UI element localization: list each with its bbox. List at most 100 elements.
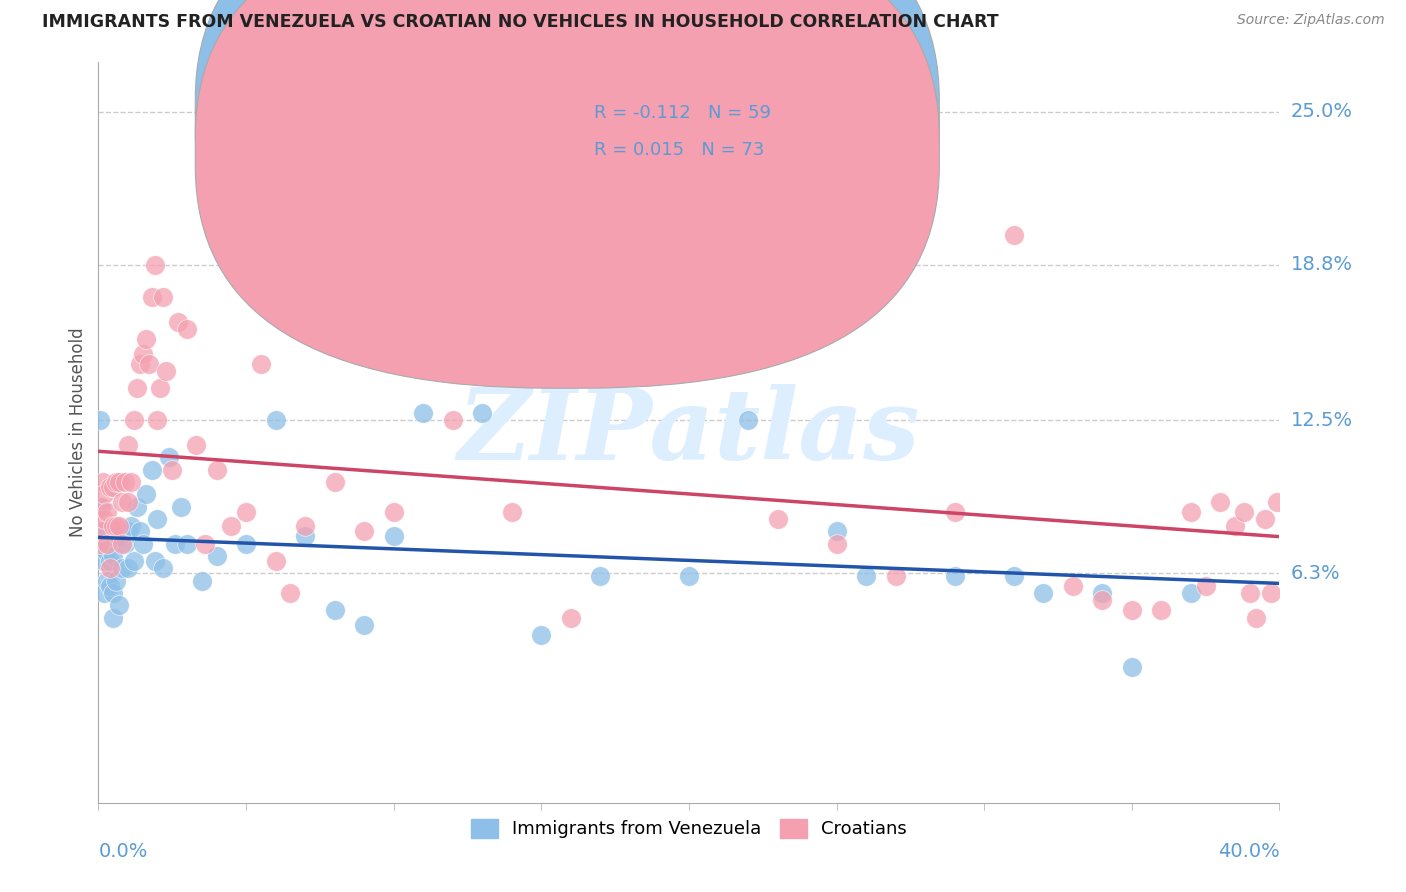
Point <box>1091 593 1114 607</box>
Point <box>90 524 112 539</box>
Text: 18.8%: 18.8% <box>1291 255 1353 275</box>
FancyBboxPatch shape <box>195 0 939 388</box>
Point <box>250 357 273 371</box>
Point <box>111 494 134 508</box>
Point <box>412 406 434 420</box>
Point <box>143 554 166 568</box>
Point <box>132 346 155 360</box>
Point <box>1180 505 1202 519</box>
Point <box>108 519 131 533</box>
Point <box>221 519 243 533</box>
Point <box>117 561 139 575</box>
Point <box>737 413 759 427</box>
Point <box>235 536 257 550</box>
Point <box>441 413 464 427</box>
Text: IMMIGRANTS FROM VENEZUELA VS CROATIAN NO VEHICLES IN HOUSEHOLD CORRELATION CHART: IMMIGRANTS FROM VENEZUELA VS CROATIAN NO… <box>42 13 998 31</box>
Point <box>1233 505 1256 519</box>
Point <box>152 561 174 575</box>
Point <box>141 290 163 304</box>
Point <box>323 475 346 489</box>
Point <box>149 381 172 395</box>
Point <box>103 480 125 494</box>
Point <box>111 524 134 539</box>
Point <box>165 536 187 550</box>
Point <box>1002 568 1025 582</box>
Text: 12.5%: 12.5% <box>1291 411 1353 430</box>
Point <box>98 554 121 568</box>
Point <box>96 524 118 539</box>
Point <box>943 505 966 519</box>
Point <box>132 536 155 550</box>
Point <box>382 529 405 543</box>
Point <box>825 524 848 539</box>
Text: R = 0.015   N = 73: R = 0.015 N = 73 <box>595 141 765 159</box>
Point <box>96 536 118 550</box>
Point <box>135 487 157 501</box>
Point <box>122 554 145 568</box>
FancyBboxPatch shape <box>530 81 825 185</box>
Point <box>176 322 198 336</box>
Point <box>105 519 128 533</box>
Point <box>353 618 375 632</box>
Text: 25.0%: 25.0% <box>1291 103 1353 121</box>
Point <box>589 568 612 582</box>
Point <box>90 536 112 550</box>
Point <box>280 586 302 600</box>
Point <box>264 413 287 427</box>
Point <box>103 611 125 625</box>
Point <box>91 475 114 489</box>
Point <box>501 505 523 519</box>
Point <box>323 603 346 617</box>
Point <box>146 512 169 526</box>
Text: Source: ZipAtlas.com: Source: ZipAtlas.com <box>1237 13 1385 28</box>
Point <box>678 568 700 582</box>
Point <box>120 475 142 489</box>
Point <box>105 574 128 588</box>
Point <box>117 494 139 508</box>
Point <box>176 536 198 550</box>
Point <box>1260 586 1282 600</box>
Point <box>143 258 166 272</box>
Text: 40.0%: 40.0% <box>1218 842 1279 861</box>
Point <box>1002 228 1025 243</box>
Point <box>184 438 207 452</box>
Point <box>619 124 641 138</box>
Point <box>111 536 134 550</box>
Point <box>89 536 111 550</box>
Point <box>1180 586 1202 600</box>
Point <box>98 579 121 593</box>
Point <box>117 524 139 539</box>
Point <box>93 512 115 526</box>
Point <box>825 536 848 550</box>
Point <box>90 500 112 514</box>
Text: 6.3%: 6.3% <box>1291 564 1340 582</box>
Point <box>103 519 125 533</box>
Point <box>93 487 115 501</box>
FancyBboxPatch shape <box>195 0 939 351</box>
Point <box>353 524 375 539</box>
Point <box>152 290 174 304</box>
Point <box>125 381 148 395</box>
Point <box>103 549 125 563</box>
Point <box>1195 579 1218 593</box>
Point <box>89 413 111 427</box>
Point <box>122 413 145 427</box>
Point <box>205 549 228 563</box>
Point <box>111 561 134 575</box>
Point <box>294 529 316 543</box>
Point <box>135 332 157 346</box>
Point <box>128 524 150 539</box>
Point <box>1244 611 1267 625</box>
Point <box>108 475 131 489</box>
Point <box>141 462 163 476</box>
Point <box>93 586 115 600</box>
Y-axis label: No Vehicles in Household: No Vehicles in Household <box>69 327 87 538</box>
Point <box>1225 519 1247 533</box>
Point <box>105 524 128 539</box>
Point <box>530 628 553 642</box>
Text: 0.0%: 0.0% <box>98 842 148 861</box>
Point <box>235 505 257 519</box>
Point <box>1254 512 1277 526</box>
Point <box>103 586 125 600</box>
Point <box>1150 603 1173 617</box>
